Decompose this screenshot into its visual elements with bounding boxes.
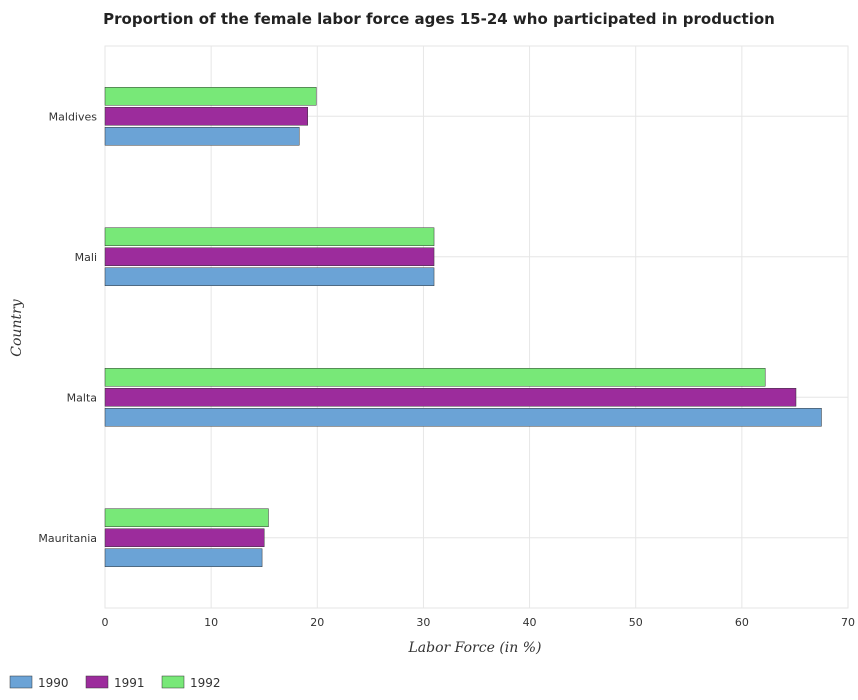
legend-label-1991: 1991 [114,676,145,690]
bar-maldives-1992 [104,87,317,106]
bar-maldives-1990 [104,127,300,146]
x-tick-label: 70 [841,616,855,629]
x-tick-label: 40 [523,616,537,629]
legend-label-1990: 1990 [38,676,69,690]
x-tick-label: 60 [735,616,749,629]
bar-malta-1992 [104,368,766,387]
bar-malta-1990 [104,408,822,427]
legend-swatch-1992 [161,675,185,689]
y-tick-labels: Maldives Mali Malta Mauritania [38,110,97,545]
bar-mali-1990 [104,267,435,286]
bars [104,87,822,567]
legend: 1990 1991 1992 [9,675,221,690]
legend-swatch-1991 [85,675,109,689]
x-tick-labels: 0 10 20 30 40 50 60 70 [102,616,856,629]
bar-mali-1991 [104,247,435,266]
plot-frame [104,45,849,609]
bar-maldives-1991 [104,107,308,126]
y-tick-label: Mali [75,251,97,264]
x-tick-label: 10 [204,616,218,629]
x-axis-label: Labor Force (in %) [408,640,542,656]
y-axis-label: Country [9,298,25,356]
bar-mauritania-1990 [104,548,263,567]
bar-malta-1991 [104,388,797,407]
x-tick-label: 50 [629,616,643,629]
bar-mauritania-1992 [104,508,269,527]
y-tick-label: Maldives [49,110,98,123]
y-tick-label: Malta [67,391,97,404]
x-tick-label: 30 [416,616,430,629]
x-tick-label: 20 [310,616,324,629]
legend-swatch-1990 [9,675,33,689]
x-tick-label: 0 [102,616,109,629]
bar-mali-1992 [104,227,435,246]
y-tick-label: Mauritania [38,532,97,545]
chart-title: Proportion of the female labor force age… [103,10,775,28]
legend-label-1992: 1992 [190,676,221,690]
bar-mauritania-1991 [104,528,265,547]
